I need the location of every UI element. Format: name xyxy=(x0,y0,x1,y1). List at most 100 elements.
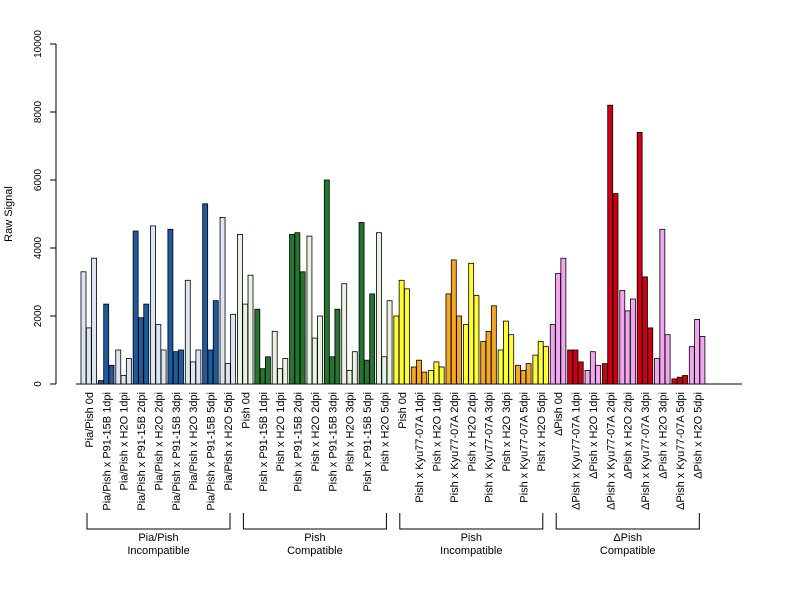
bar xyxy=(543,346,549,385)
bar xyxy=(664,334,671,385)
bar xyxy=(595,364,602,385)
x-tick-label: Pia/Pish x H2O 2dpi xyxy=(153,392,165,490)
bar xyxy=(207,349,214,385)
bar xyxy=(363,359,370,385)
bar xyxy=(311,337,318,385)
bar xyxy=(629,298,636,385)
x-tick-label: ΔPish 0d xyxy=(553,392,565,436)
bar xyxy=(508,334,515,385)
bar xyxy=(150,225,156,385)
bar xyxy=(230,313,237,385)
bar xyxy=(485,330,492,385)
bar xyxy=(532,354,539,385)
bar xyxy=(132,230,139,385)
bar xyxy=(317,315,323,385)
bar xyxy=(341,283,348,385)
bar xyxy=(671,378,678,385)
x-tick-label: Pia/Pish x P91-15B 3dpi xyxy=(171,392,183,511)
x-tick-label: Pish x Kyu77-07A 3dpi xyxy=(484,392,496,503)
bar xyxy=(346,369,353,385)
bar xyxy=(445,293,452,385)
x-tick-label: Pish x H2O 1dpi xyxy=(432,392,444,471)
bar xyxy=(120,375,127,385)
x-tick-label: Pish x Kyu77-07A 2dpi xyxy=(449,392,461,503)
bar xyxy=(351,351,358,385)
bar xyxy=(178,349,184,385)
bar xyxy=(682,375,688,385)
bar xyxy=(647,327,654,385)
bar xyxy=(358,222,365,385)
group-label-line1: ΔPish xyxy=(613,532,642,544)
bar xyxy=(254,308,261,385)
bar xyxy=(515,364,521,385)
bar xyxy=(143,303,150,385)
bar xyxy=(108,364,115,385)
bar xyxy=(520,369,527,385)
x-tick-label: Pia/Pish x P91-15B 5dpi xyxy=(206,392,218,511)
bar xyxy=(125,358,132,385)
x-tick-label: Pish x H2O 3dpi xyxy=(345,392,357,471)
bar xyxy=(428,369,435,385)
bar xyxy=(560,257,567,385)
bar xyxy=(567,349,574,385)
bar xyxy=(247,274,254,385)
group-label-line1: Pish xyxy=(461,532,482,544)
y-tick-label: 6000 xyxy=(33,168,44,191)
bar xyxy=(612,193,619,385)
group-label-line2: Incompatible xyxy=(127,545,189,557)
x-tick-label: Pish x H2O 1dpi xyxy=(275,392,287,471)
bar xyxy=(381,356,388,385)
x-tick-label: Pish x H2O 5dpi xyxy=(379,392,391,471)
bar xyxy=(438,366,445,385)
bar xyxy=(619,290,626,385)
x-tick-label: Pish x H2O 5dpi xyxy=(536,392,548,471)
bar xyxy=(264,356,271,385)
bar xyxy=(694,318,700,385)
bar xyxy=(688,346,695,385)
bar xyxy=(289,233,295,385)
group-bracket xyxy=(555,513,700,530)
bar xyxy=(584,369,591,385)
bar xyxy=(497,349,504,385)
bar xyxy=(450,259,457,385)
bar xyxy=(259,368,266,385)
x-tick-label: Pia/Pish x H2O 3dpi xyxy=(188,392,200,490)
bar xyxy=(85,327,92,385)
group-label-line2: Incompatible xyxy=(440,545,502,557)
group-bracket xyxy=(399,513,544,530)
bar xyxy=(282,358,289,385)
bar xyxy=(607,104,614,385)
x-tick-label: ΔPish x Kyu77-07A 2dpi xyxy=(605,392,617,510)
bar xyxy=(572,349,579,385)
x-tick-label: Pish x H2O 3dpi xyxy=(501,392,513,471)
x-tick-label: ΔPish x H2O 2dpi xyxy=(623,392,635,479)
bar xyxy=(410,366,417,385)
group-bracket xyxy=(242,513,387,530)
bar xyxy=(277,368,283,385)
x-tick-label: ΔPish x H2O 1dpi xyxy=(588,392,600,479)
x-tick-label: Pia/Pish x P91-15B 2dpi xyxy=(136,392,148,511)
bar xyxy=(184,279,191,385)
bar xyxy=(393,315,400,385)
bar xyxy=(369,293,376,385)
bar xyxy=(589,351,596,385)
x-tick-label: Pia/Pish x H2O 1dpi xyxy=(119,392,131,490)
bar xyxy=(306,235,313,385)
x-tick-label: Pish x Kyu77-07A 1dpi xyxy=(414,392,426,503)
x-tick-label: Pish x Kyu77-07A 5dpi xyxy=(518,392,530,503)
x-tick-label: Pish x H2O 2dpi xyxy=(310,392,322,471)
bar xyxy=(503,320,509,385)
bar xyxy=(334,308,341,385)
bar xyxy=(462,324,469,385)
bar xyxy=(294,232,301,385)
bar xyxy=(398,279,405,385)
bar xyxy=(212,300,219,385)
bar xyxy=(160,349,167,385)
bar xyxy=(659,228,666,385)
bar xyxy=(473,295,480,385)
x-tick-label: Pish x P91-15B 3dpi xyxy=(327,392,339,492)
bar xyxy=(80,271,87,385)
bar xyxy=(404,288,410,385)
bar xyxy=(202,203,209,385)
